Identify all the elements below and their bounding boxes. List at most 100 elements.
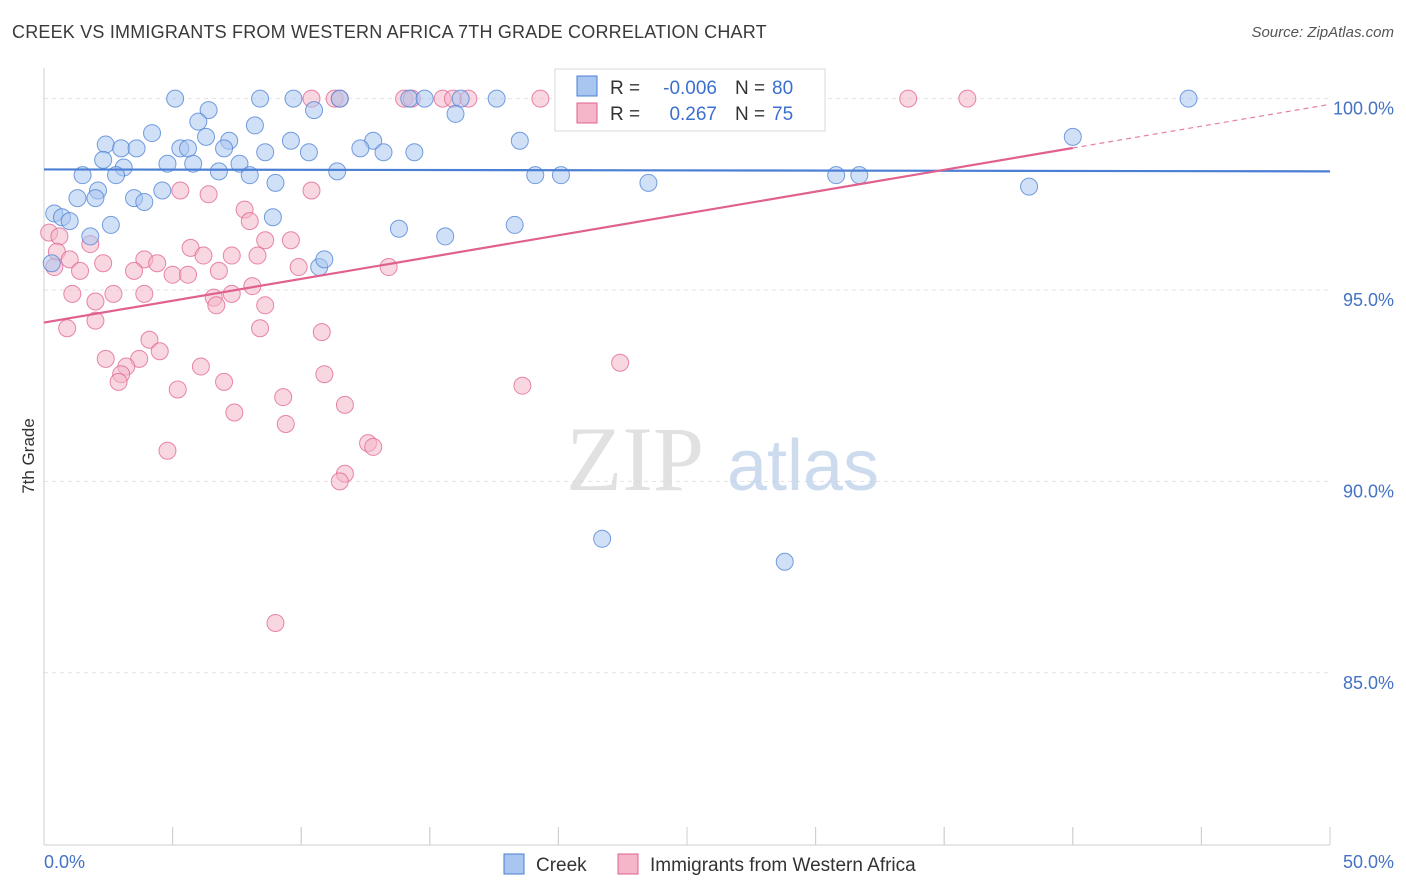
immigrants-point <box>163 265 182 284</box>
creek-point <box>775 552 794 571</box>
creek-point <box>68 189 87 208</box>
creek-point <box>127 139 146 158</box>
stats-r-label-immigrants: R = <box>610 104 640 125</box>
immigrants-point <box>94 254 113 273</box>
creek-point <box>374 143 393 162</box>
immigrants-point <box>109 372 128 391</box>
creek-point <box>81 227 100 246</box>
creek-point <box>400 89 419 108</box>
creek-point <box>101 215 120 234</box>
legend-label-creek[interactable]: Creek <box>536 855 587 876</box>
y-tick-label: 85.0% <box>1343 673 1394 693</box>
immigrants-point <box>256 296 275 315</box>
creek-point <box>199 101 218 120</box>
stats-n-value-creek: 80 <box>772 78 793 99</box>
immigrants-point <box>315 365 334 384</box>
creek-point <box>446 104 465 123</box>
creek-point <box>1179 89 1198 108</box>
immigrants-point <box>379 258 398 277</box>
creek-point <box>153 181 172 200</box>
stats-n-label-immigrants: N = <box>735 104 765 125</box>
stats-swatch-creek <box>576 75 598 97</box>
creek-point <box>328 162 347 181</box>
immigrants-point <box>86 311 105 330</box>
immigrants-point <box>531 89 550 108</box>
creek-point <box>1063 127 1082 146</box>
immigrants-point <box>240 212 259 231</box>
y-tick-labels: 85.0% 90.0% 95.0% 100.0% <box>1333 99 1394 693</box>
immigrants-point <box>150 342 169 361</box>
creek-point <box>305 101 324 120</box>
creek-point <box>73 166 92 185</box>
creek-point <box>42 254 61 273</box>
legend-label-immigrants[interactable]: Immigrants from Western Africa <box>650 855 916 876</box>
immigrants-point <box>312 323 331 342</box>
immigrants-point <box>125 261 144 280</box>
immigrants-point <box>276 414 295 433</box>
creek-trend-line <box>43 168 1331 173</box>
legend-swatch-creek[interactable] <box>503 853 525 875</box>
creek-point <box>94 150 113 169</box>
creek-point <box>1020 177 1039 196</box>
immigrants-point <box>194 246 213 265</box>
immigrants-point <box>274 388 293 407</box>
creek-point <box>107 166 126 185</box>
watermark-atlas: atlas <box>727 426 879 506</box>
immigrants-point <box>86 292 105 311</box>
stats-r-value-creek: -0.006 <box>663 78 717 99</box>
creek-point <box>245 116 264 135</box>
creek-point <box>166 89 185 108</box>
watermark-zip: ZIP <box>566 408 704 510</box>
stats-n-label-creek: N = <box>735 78 765 99</box>
immigrants-point <box>281 231 300 250</box>
creek-point <box>351 139 370 158</box>
immigrants-point <box>199 185 218 204</box>
creek-point <box>189 112 208 131</box>
y-axis-label: 7th Grade <box>19 418 38 494</box>
immigrants-point <box>364 437 383 456</box>
creek-point <box>827 166 846 185</box>
creek-point <box>197 127 216 146</box>
x-ticks <box>172 827 1331 845</box>
trend-lines <box>43 103 1331 324</box>
immigrants-point <box>191 357 210 376</box>
immigrants-point <box>58 319 77 338</box>
creek-point <box>143 124 162 143</box>
creek-point <box>436 227 455 246</box>
creek-point <box>299 143 318 162</box>
immigrants-point <box>168 380 187 399</box>
immigrants-point <box>209 261 228 280</box>
creek-point <box>251 89 270 108</box>
legend-swatch-immigrants[interactable] <box>617 853 639 875</box>
creek-point <box>315 250 334 269</box>
y-tick-label: 100.0% <box>1333 99 1394 119</box>
creek-point <box>505 215 524 234</box>
creek-point <box>135 192 154 211</box>
immigrants-point <box>63 284 82 303</box>
creek-point <box>60 212 79 231</box>
immigrants-point <box>289 258 308 277</box>
immigrants-point <box>222 246 241 265</box>
immigrants-point <box>71 261 90 280</box>
immigrants-point <box>104 284 123 303</box>
creek-point <box>256 143 275 162</box>
y-tick-label: 95.0% <box>1343 290 1394 310</box>
creek-point <box>284 89 303 108</box>
creek-point <box>389 219 408 238</box>
immigrants-point <box>611 353 630 372</box>
creek-point <box>96 135 115 154</box>
stats-legend-box: R = -0.006 N = 80 R = 0.267 N = 75 <box>554 68 826 132</box>
immigrants-point <box>96 349 115 368</box>
chart-source: Source: ZipAtlas.com <box>1251 24 1394 41</box>
immigrants-point <box>958 89 977 108</box>
creek-point <box>215 139 234 158</box>
grid-lines <box>44 98 1330 674</box>
creek-point <box>112 139 131 158</box>
chart-title: CREEK VS IMMIGRANTS FROM WESTERN AFRICA … <box>12 22 767 42</box>
immigrants-point <box>222 284 241 303</box>
immigrants-point <box>266 614 285 632</box>
stats-box-frame <box>554 68 826 132</box>
immigrants-point <box>302 181 321 200</box>
creek-point <box>240 166 259 185</box>
immigrants-trend-extension <box>1072 103 1331 149</box>
